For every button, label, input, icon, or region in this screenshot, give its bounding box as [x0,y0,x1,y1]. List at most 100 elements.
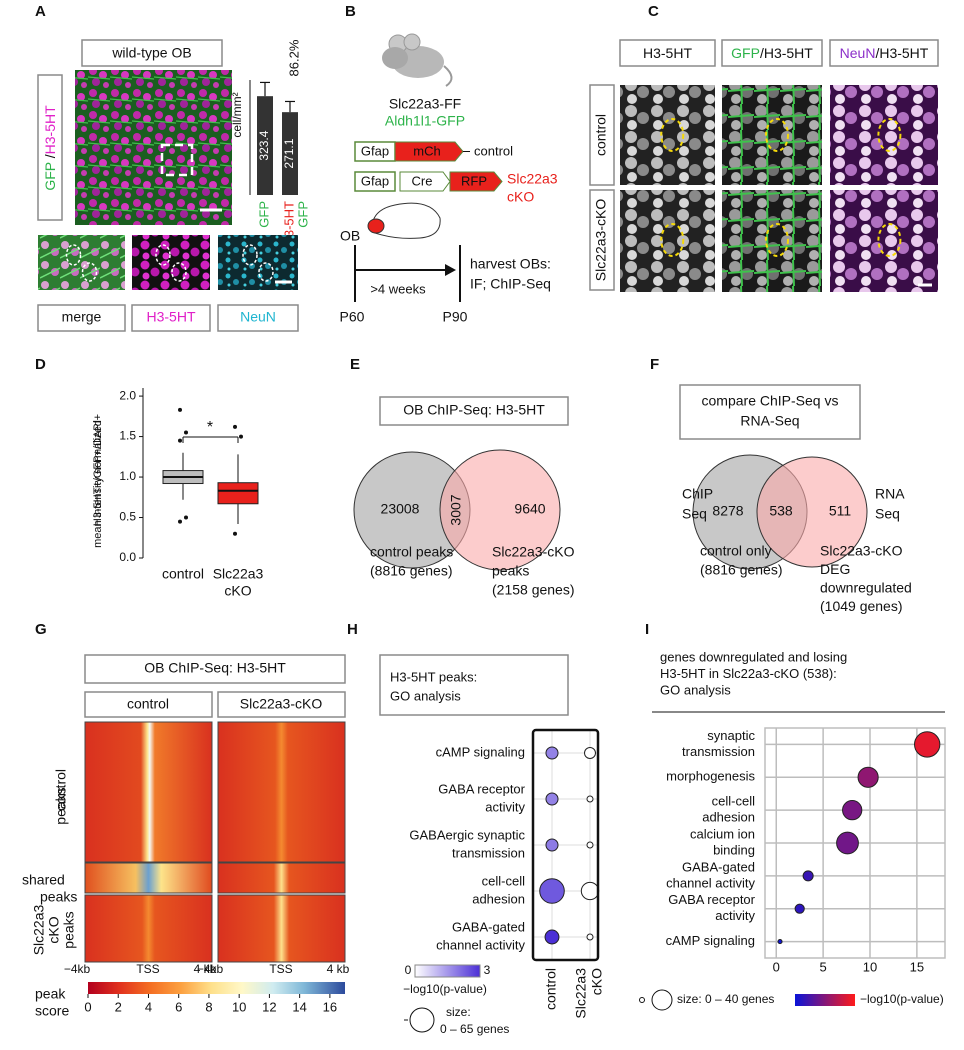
y-tick-label: GABA-gated [682,859,755,874]
venn-set [439,449,561,571]
label: GO analysis [390,688,461,703]
label: mCh [413,143,440,158]
gene-arrow [399,171,451,192]
label: GFP/H3-5HT [731,45,813,61]
y-tick-label: cAMP signaling [666,933,755,948]
label: Aldh1l1-GFP [385,113,465,129]
cell-outline [877,223,902,257]
y-tick-label: activity [485,799,525,814]
label: genes downregulated and losing [660,649,847,664]
y-tick-label: binding [713,842,755,857]
panel-name: H3-5HT [146,309,195,325]
outlier [233,531,237,536]
colorbar-tick-label: 10 [232,999,246,1014]
x-tick-label: 5 [820,959,827,974]
x-tick-label: 10 [863,959,877,974]
colorbar-tick-label: 8 [205,999,212,1014]
colorbar-tick-label: 16 [323,999,337,1014]
brain [371,202,441,239]
outlier [239,434,243,439]
label: H3-5HT [643,45,692,61]
label: NeuN/H3-5HT [840,45,929,61]
label: control [127,696,169,712]
bubble [777,939,783,945]
bubble [586,795,594,803]
box [589,84,615,186]
label: (8816 genes) [700,562,783,578]
bubble [802,870,814,882]
label: peaks [53,787,69,824]
label: cKO [507,189,534,205]
box [679,384,861,440]
x-tick-label: GFP [256,201,271,228]
label: control [53,769,69,811]
x-tick-label: −4kb [64,962,91,976]
label: shared [22,872,65,888]
x-tick-label: control [162,566,204,582]
label: size: 0 – 40 genes [677,992,774,1006]
label: GO analysis [660,682,731,697]
cell-outline [765,223,789,257]
gene-arrow [449,171,503,192]
label: * [207,419,213,436]
label: peaks [492,563,529,579]
panel-name: merge [62,309,102,325]
cell-outline [765,118,789,152]
y-tick-label: cAMP signaling [436,744,525,759]
label: Slc22a3 [31,904,47,955]
label-part: /H3-5HT [760,45,813,61]
label: cKO [46,916,62,943]
label: control only [700,543,772,559]
bubble [545,838,559,852]
plot-frame [531,728,600,962]
label: control [474,143,513,158]
axis-label: H3-5HT+/GFP+/DAPI+ [92,414,104,526]
bubble [836,831,859,855]
panel-letter: I [645,621,649,638]
label: −log10(p-value) [403,982,487,996]
y-tick-label: cell-cell [482,873,525,888]
x-tick-label: TSS [136,962,159,976]
colorbar-tick-label: 12 [262,999,276,1014]
box [379,654,569,716]
panel-letter: H [347,621,358,638]
micrograph [38,235,125,290]
panel-letter: D [35,356,46,373]
label: peak [35,986,66,1002]
micrograph [722,190,822,292]
y-tick-label: channel activity [436,937,525,952]
bar [282,112,298,195]
label: 538 [769,503,793,519]
colorbar [414,964,481,978]
box [84,691,213,718]
label: (1049 genes) [820,598,903,614]
label: Slc22a3-cKO [820,543,903,559]
label-part: GFP [731,45,760,61]
outlier [184,515,188,520]
y-tick-label: GABA receptor [438,781,525,796]
y-tick-label: GABA receptor [668,892,755,907]
inset-marker [160,143,194,177]
size-legend [651,989,673,1011]
box [379,396,569,426]
label: Seq [682,506,707,522]
label: 511 [829,503,852,519]
panel-title: OB ChIP-Seq: H3-5HT [144,660,286,676]
y-tick-label: 1.0 [119,469,136,483]
arrowhead [445,264,456,276]
y-tick-label: GABAergic synaptic [409,827,525,842]
outlier [178,407,182,412]
label: Cre [412,173,433,188]
bubble [857,766,879,788]
label: size: [446,1005,471,1019]
label: compare ChIP-Seq vs [702,393,839,409]
label: (8816 genes) [370,563,453,579]
label: Slc22a3 [507,171,558,187]
label: P90 [443,309,468,325]
label-part: /H3-5HT [875,45,928,61]
box [721,39,823,67]
bubble [584,747,596,759]
box [829,39,939,67]
size-legend [639,997,645,1003]
bubble [545,746,559,760]
